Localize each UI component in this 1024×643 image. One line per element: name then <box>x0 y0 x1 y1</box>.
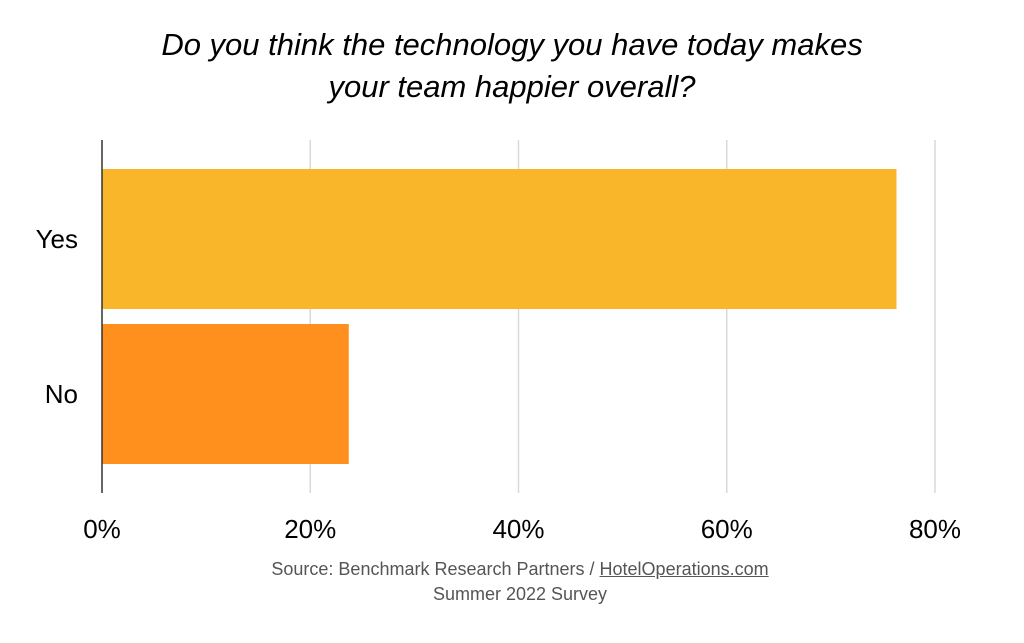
source-note: Source: Benchmark Research Partners / Ho… <box>0 557 1024 607</box>
title-line-1: Do you think the technology you have tod… <box>161 27 863 62</box>
x-tick-label: 0% <box>83 514 121 544</box>
y-tick-label: No <box>45 379 78 409</box>
x-tick-label: 80% <box>909 514 961 544</box>
x-tick-label: 60% <box>701 514 753 544</box>
source-text: Source: Benchmark Research Partners / <box>271 559 600 579</box>
source-link[interactable]: HotelOperations.com <box>599 559 769 579</box>
survey-label: Summer 2022 Survey <box>432 584 608 604</box>
chart-title: Do you think the technology you have tod… <box>0 24 1024 108</box>
y-tick-label: Yes <box>36 224 78 254</box>
x-tick-label: 40% <box>492 514 544 544</box>
bar-yes <box>102 169 897 309</box>
x-tick-label: 20% <box>284 514 336 544</box>
title-line-2: your team happier overall? <box>328 69 696 104</box>
bar-no <box>102 324 349 464</box>
